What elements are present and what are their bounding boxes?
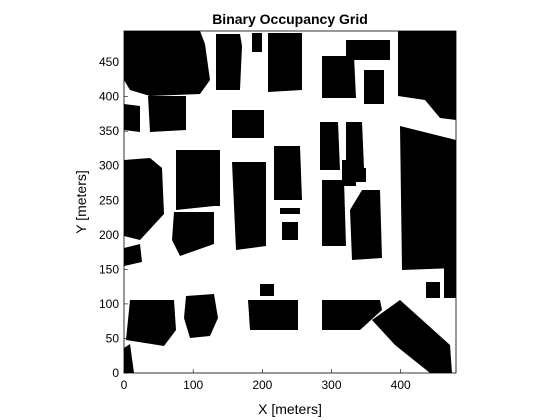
x-tick-label: 200 <box>252 378 272 392</box>
building-block <box>400 126 456 270</box>
x-tick-label: 100 <box>183 378 203 392</box>
y-tick-label: 300 <box>99 159 119 173</box>
building-block <box>124 244 142 266</box>
occupied-regions <box>124 31 456 373</box>
building-block <box>124 31 210 96</box>
building-block <box>426 282 440 298</box>
building-block <box>268 33 302 92</box>
plot-frame <box>123 30 457 374</box>
building-block <box>176 150 214 210</box>
building-block <box>356 168 366 182</box>
building-block <box>444 266 456 298</box>
building-block <box>322 56 356 98</box>
x-axis: 0 100 200 300 400 <box>121 369 411 392</box>
building-block <box>350 190 382 260</box>
building-block <box>248 300 298 330</box>
y-tick-label: 200 <box>99 228 119 242</box>
building-block <box>148 96 186 132</box>
building-block <box>216 34 242 90</box>
building-block <box>124 104 140 132</box>
y-axis: 0 50 100 150 200 250 300 350 400 450 <box>99 55 128 380</box>
building-block <box>126 300 176 346</box>
building-block <box>346 122 364 168</box>
y-tick-label: 400 <box>99 90 119 104</box>
building-block <box>232 110 264 138</box>
occupancy-grid-map[interactable] <box>123 30 457 374</box>
building-block <box>364 70 384 104</box>
x-tick-label: 400 <box>391 378 411 392</box>
y-axis-label: Y [meters] <box>73 170 89 234</box>
y-tick-label: 50 <box>106 331 120 345</box>
y-tick-label: 100 <box>99 297 119 311</box>
x-axis-label: X [meters] <box>258 401 322 417</box>
x-tick-label: 0 <box>121 378 128 392</box>
building-block <box>342 160 356 186</box>
building-block <box>212 150 220 206</box>
building-block <box>398 31 456 120</box>
building-block <box>260 284 274 296</box>
y-tick-label: 150 <box>99 262 119 276</box>
building-block <box>282 222 298 240</box>
building-block <box>322 180 346 246</box>
building-block <box>274 146 302 200</box>
y-tick-label: 450 <box>99 55 119 69</box>
y-tick-label: 250 <box>99 193 119 207</box>
building-block <box>322 300 382 330</box>
building-block <box>280 208 300 214</box>
x-tick-label: 300 <box>321 378 341 392</box>
building-block <box>124 158 164 240</box>
y-tick-label: 0 <box>112 366 119 380</box>
building-block <box>172 212 214 256</box>
building-block <box>346 40 390 60</box>
building-block <box>372 300 452 373</box>
building-block <box>124 344 134 373</box>
building-block <box>232 162 266 250</box>
y-tick-label: 350 <box>99 124 119 138</box>
building-block <box>252 33 262 52</box>
map-title: Binary Occupancy Grid <box>212 11 368 27</box>
building-block <box>320 122 340 170</box>
building-block <box>184 294 218 338</box>
